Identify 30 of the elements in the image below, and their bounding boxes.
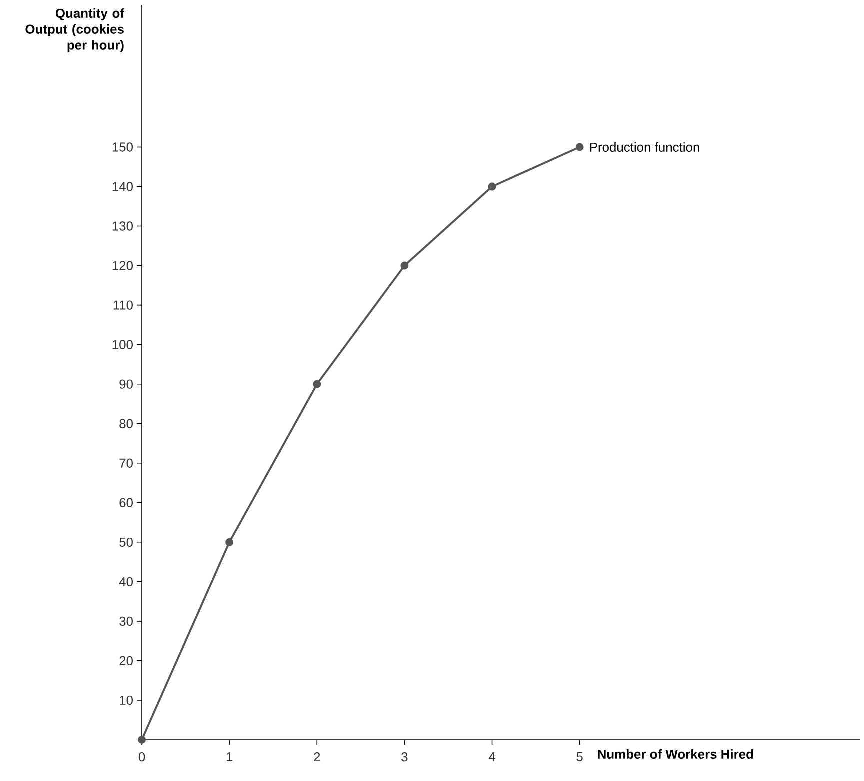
y-tick-label: 140 <box>112 182 133 192</box>
y-tick-label: 40 <box>119 577 133 587</box>
y-tick-label: 120 <box>112 261 133 270</box>
x-tick-label: 4 <box>488 752 496 762</box>
point <box>138 736 146 744</box>
point <box>488 182 496 191</box>
y-axis-title: Quantity of Output (cookies per hour) <box>26 8 125 52</box>
point <box>313 380 322 388</box>
y-tick-label: 100 <box>112 340 133 350</box>
y-tick-label: 50 <box>120 538 133 547</box>
y-tick-label: 70 <box>120 458 133 468</box>
y-tick-label: 80 <box>120 419 133 428</box>
x-tick-label: 5 <box>576 752 583 762</box>
y-tick-label: 90 <box>120 380 133 389</box>
x-tick-label: 3 <box>402 752 408 762</box>
y-tick-label: 150 <box>112 142 133 152</box>
y-tick-label: 60 <box>120 498 133 508</box>
y-tick-label: 30 <box>120 616 133 626</box>
x-tick-label: 2 <box>314 752 320 762</box>
y-tick-label: 130 <box>112 222 133 231</box>
point <box>576 143 584 152</box>
y-tick-label: 110 <box>114 300 133 310</box>
x-axis-title: Number of Workers Hired <box>598 750 754 760</box>
annotation: Production function <box>590 142 700 152</box>
y-tick-label: 20 <box>120 656 133 666</box>
point <box>226 538 234 546</box>
x-tick-label: 0 <box>138 752 146 762</box>
point <box>400 262 409 270</box>
y-tick-label: 10 <box>120 696 133 706</box>
x-tick-label: 1 <box>226 752 233 762</box>
